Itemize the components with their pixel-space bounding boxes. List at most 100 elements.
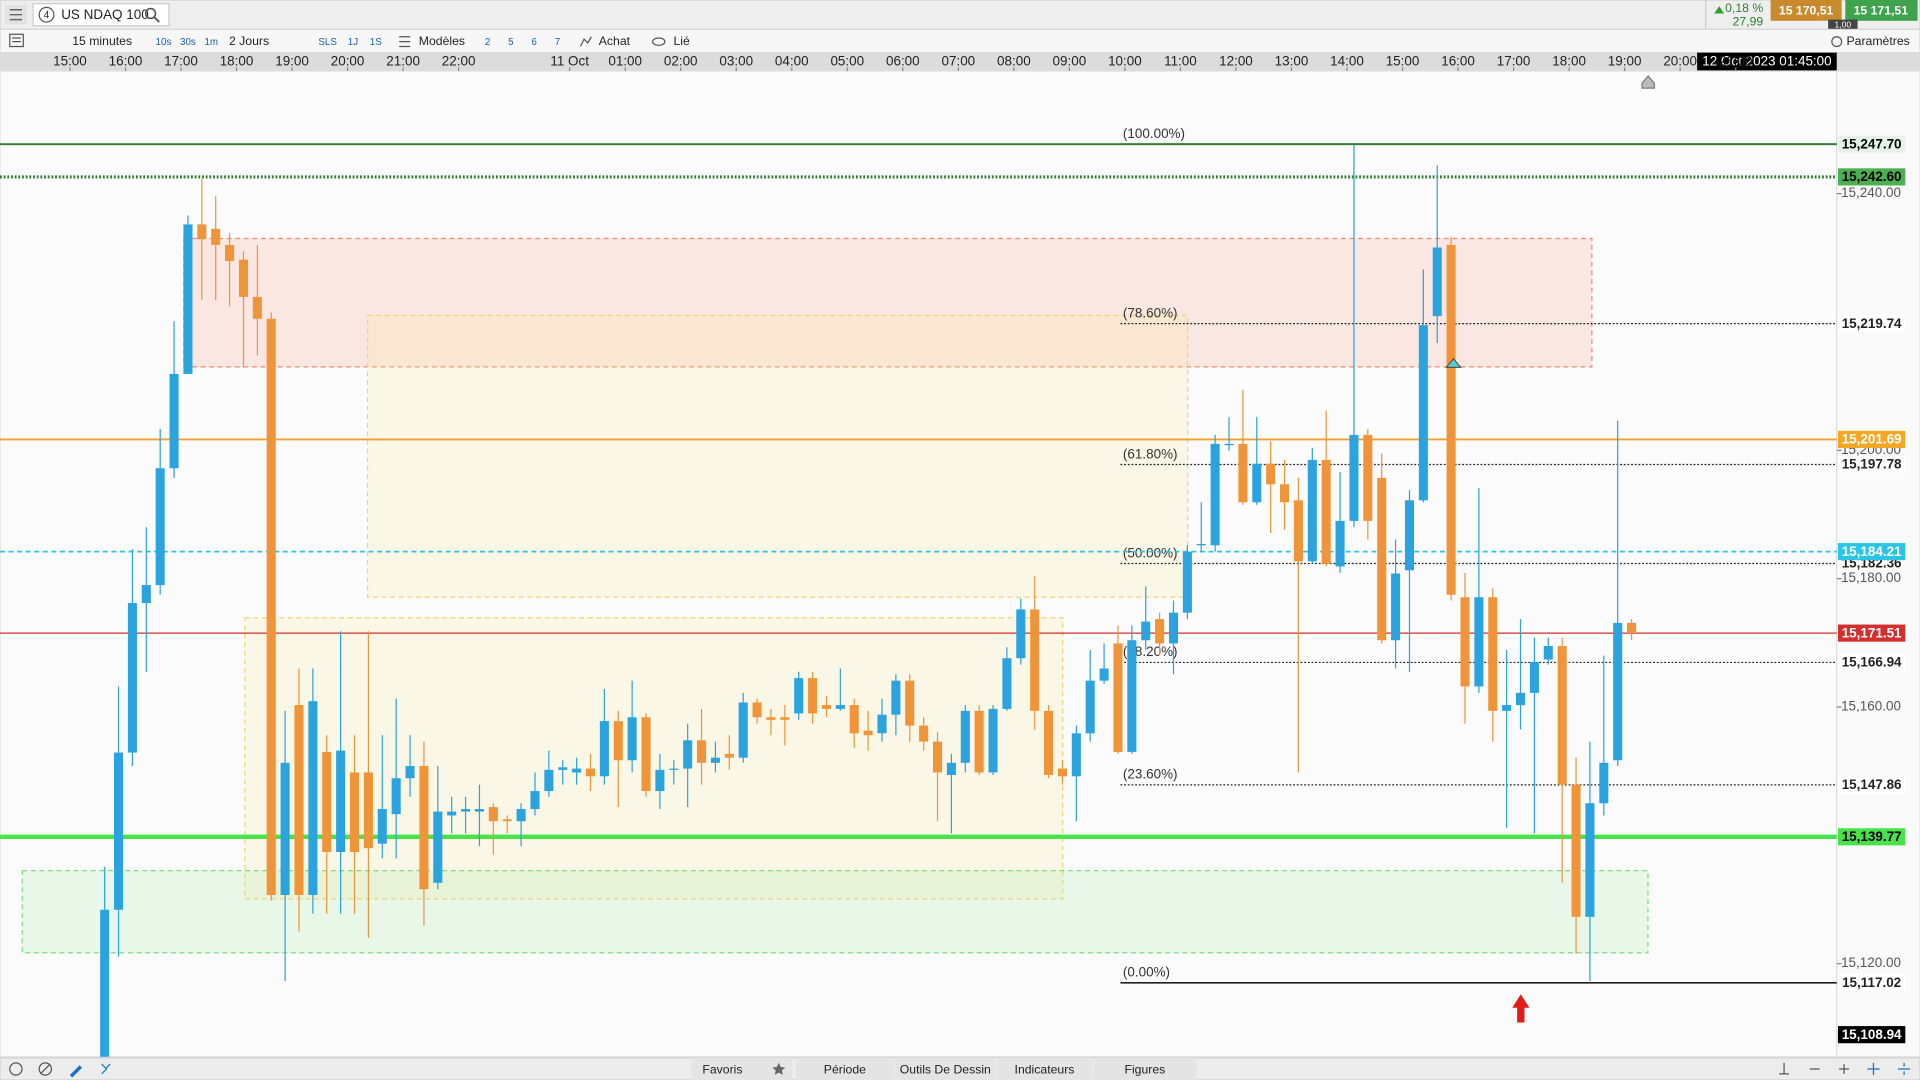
x-tick-label: 14:00 bbox=[1330, 53, 1364, 68]
tab[interactable]: Outils De Dessin bbox=[900, 1062, 991, 1076]
spread-box bbox=[1828, 19, 1858, 30]
layout[interactable]: 6 bbox=[531, 37, 537, 48]
scroll-marker[interactable] bbox=[1641, 74, 1655, 89]
price-level-label: 15,184.21 bbox=[1842, 544, 1902, 559]
draw-button[interactable] bbox=[69, 1065, 83, 1078]
candle-body bbox=[349, 772, 360, 853]
candle-body bbox=[849, 705, 859, 734]
candle-body bbox=[197, 224, 207, 240]
zone bbox=[366, 314, 1189, 598]
fib-ratio: (0.00%) bbox=[1123, 965, 1170, 980]
fib-ratio: (78.60%) bbox=[1123, 305, 1178, 320]
buy[interactable]: Achat bbox=[599, 34, 631, 48]
chart-icon[interactable] bbox=[9, 33, 24, 48]
candle-body bbox=[1391, 573, 1401, 641]
price-level-box bbox=[1837, 168, 1906, 186]
price-label-box bbox=[1837, 455, 1906, 474]
price-level-box bbox=[1837, 135, 1906, 153]
candle-body bbox=[1571, 784, 1581, 917]
candle-body bbox=[738, 702, 748, 758]
fib-ratio: (50.00%) bbox=[1123, 545, 1178, 560]
preset[interactable]: 1S bbox=[370, 37, 382, 48]
settings[interactable]: Paramètres bbox=[1847, 34, 1910, 48]
candle-body bbox=[1196, 543, 1206, 546]
x-tick-label: 11:00 bbox=[1164, 53, 1197, 68]
tab[interactable]: Période bbox=[824, 1062, 866, 1076]
y-tick-label: 15,240.00 bbox=[1841, 185, 1901, 200]
hide-button[interactable] bbox=[38, 1062, 53, 1076]
candle-body bbox=[391, 778, 401, 815]
candle-body bbox=[294, 705, 304, 896]
crosshair-button[interactable] bbox=[1867, 1062, 1880, 1076]
candle-body bbox=[1238, 443, 1248, 503]
symbol-search[interactable] bbox=[32, 3, 170, 27]
tab-bg bbox=[895, 1057, 996, 1080]
candle-body bbox=[252, 296, 262, 319]
tab[interactable]: Indicateurs bbox=[1015, 1062, 1075, 1076]
alert-marker[interactable] bbox=[1445, 358, 1462, 368]
red-arrow bbox=[1512, 994, 1530, 1023]
x-tick-label: 21:00 bbox=[386, 53, 420, 68]
candle-body bbox=[1557, 646, 1567, 785]
quick-frame[interactable]: 30s bbox=[180, 37, 196, 48]
cursor-time-box bbox=[1697, 52, 1837, 72]
candle-body bbox=[169, 373, 179, 469]
candle-body bbox=[1446, 244, 1456, 595]
fit-button[interactable] bbox=[1897, 1062, 1911, 1076]
layout[interactable]: 2 bbox=[485, 37, 490, 48]
preset[interactable]: 1J bbox=[348, 37, 358, 48]
tool-button[interactable] bbox=[1779, 1062, 1789, 1075]
candle-body bbox=[516, 809, 526, 822]
candle-body bbox=[474, 809, 484, 812]
quick-frame[interactable]: 1m bbox=[204, 37, 218, 48]
pointer-button[interactable] bbox=[101, 1063, 111, 1075]
timeframe[interactable]: 15 minutes bbox=[72, 34, 132, 48]
zone bbox=[183, 237, 1593, 368]
price-level-box bbox=[1837, 543, 1906, 561]
tab-bg bbox=[795, 1057, 894, 1080]
cursor-time: 12 Oct 2023 01:45:00 bbox=[1702, 53, 1831, 68]
candle-body bbox=[447, 811, 457, 816]
price-level-label: 15,201.69 bbox=[1842, 432, 1902, 447]
x-tick-label: 01:00 bbox=[608, 53, 642, 68]
price-level-label: 15,108.94 bbox=[1842, 1027, 1902, 1042]
price-level-label: 15,171.51 bbox=[1842, 625, 1902, 640]
y-tick-label: 15,120.00 bbox=[1841, 955, 1901, 970]
x-tick-label: 08:00 bbox=[997, 53, 1031, 68]
zoom-in[interactable] bbox=[1839, 1064, 1849, 1074]
buy-button[interactable] bbox=[1845, 0, 1918, 21]
candle-body bbox=[780, 717, 790, 720]
zone bbox=[244, 617, 1064, 900]
favorite-star[interactable] bbox=[772, 1062, 786, 1075]
search-icon[interactable] bbox=[144, 7, 160, 23]
y-tick-label: 15,160.00 bbox=[1841, 699, 1901, 714]
candle-body bbox=[1002, 658, 1012, 709]
candle-body bbox=[863, 730, 873, 736]
candle-body bbox=[1113, 643, 1123, 752]
range[interactable]: 2 Jours bbox=[229, 34, 269, 48]
menu-button[interactable] bbox=[4, 4, 27, 25]
layout[interactable]: 5 bbox=[508, 37, 514, 48]
x-tick-label: 13:00 bbox=[1275, 53, 1309, 68]
top-bar bbox=[0, 0, 1920, 30]
candle-body bbox=[1016, 609, 1026, 659]
refresh-button[interactable] bbox=[9, 1062, 23, 1076]
tab[interactable]: Figures bbox=[1124, 1062, 1165, 1076]
candle-body bbox=[502, 819, 512, 822]
candle-body bbox=[1627, 622, 1637, 634]
candle-body bbox=[919, 725, 929, 742]
x-tick-label: 22:00 bbox=[442, 53, 476, 68]
sell-button[interactable] bbox=[1770, 0, 1842, 21]
templates-icon bbox=[399, 36, 411, 48]
linked[interactable]: Lié bbox=[673, 34, 690, 48]
templates[interactable]: Modèles bbox=[419, 34, 465, 48]
tab[interactable]: Favoris bbox=[702, 1062, 742, 1076]
price-level-box bbox=[1837, 1026, 1906, 1044]
layout[interactable]: 7 bbox=[555, 37, 560, 48]
quick-frame[interactable]: 10s bbox=[156, 37, 172, 48]
fib-ratio: (38.20%) bbox=[1123, 644, 1178, 659]
candle-body bbox=[1529, 662, 1539, 693]
candle-body bbox=[1488, 597, 1498, 711]
sls[interactable]: SLS bbox=[318, 37, 337, 48]
x-tick-label: 03:00 bbox=[719, 53, 753, 68]
